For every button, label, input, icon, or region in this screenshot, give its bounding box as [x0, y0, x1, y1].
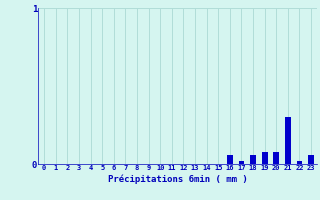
Bar [227, 155, 233, 164]
Bar [297, 161, 302, 164]
Bar [227, 155, 233, 164]
Bar [238, 161, 244, 164]
Bar [262, 152, 268, 164]
Bar [308, 155, 314, 164]
X-axis label: Précipitations 6min ( mm ): Précipitations 6min ( mm ) [108, 174, 247, 184]
Bar [273, 152, 279, 164]
Bar [308, 155, 314, 164]
Bar [262, 152, 268, 164]
Bar [273, 152, 279, 164]
Bar [297, 161, 302, 164]
Bar [285, 117, 291, 164]
Bar [238, 161, 244, 164]
Bar [250, 155, 256, 164]
Bar [250, 155, 256, 164]
Bar [285, 117, 291, 164]
